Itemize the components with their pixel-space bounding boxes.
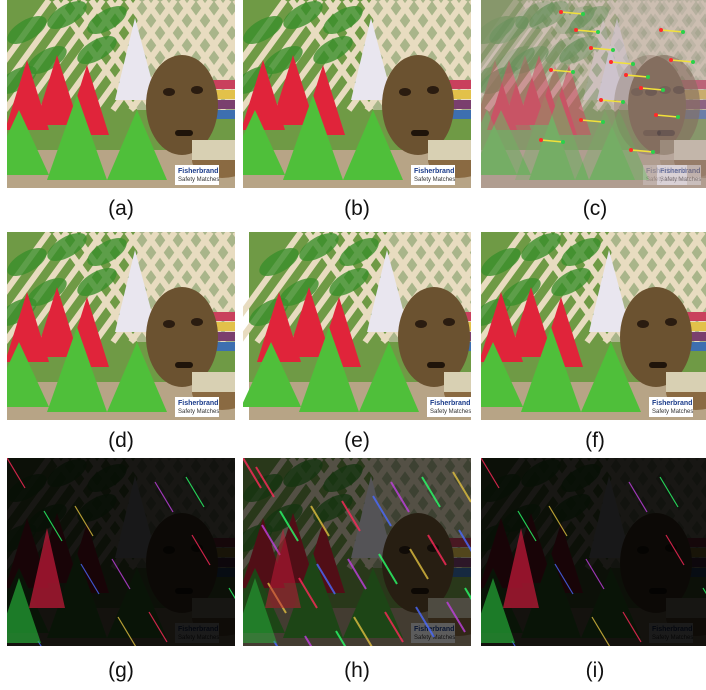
svg-text:Safety Matches: Safety Matches <box>646 177 687 183</box>
panel-d-image: Fisherbrand Safety Matches <box>7 232 235 420</box>
svg-text:Fisherbrand: Fisherbrand <box>178 400 218 407</box>
panel-h-image: Fisherbrand Safety Matches <box>243 458 471 646</box>
svg-text:Fisherbrand: Fisherbrand <box>414 168 454 175</box>
panel-b-label: (b) <box>344 197 370 220</box>
svg-text:Fisherbrand: Fisherbrand <box>660 168 700 175</box>
panel-f-label: (f) <box>585 429 605 452</box>
panel-e-label: (e) <box>344 429 370 452</box>
panel-i-label: (i) <box>585 659 605 682</box>
panel-g-label: (g) <box>108 659 134 682</box>
svg-text:Safety Matches: Safety Matches <box>414 635 455 641</box>
panel-b-image: Fisherbrand Safety Matches <box>243 0 471 188</box>
panel-e-image: Fisherbrand Safety Matches <box>243 232 471 420</box>
panel-a-label: (a) <box>108 197 134 220</box>
svg-text:Fisherbrand: Fisherbrand <box>646 168 686 175</box>
svg-text:Fisherbrand: Fisherbrand <box>652 400 692 407</box>
svg-text:Safety Matches: Safety Matches <box>430 409 471 415</box>
svg-text:Fisherbrand: Fisherbrand <box>178 168 218 175</box>
panel-h-label: (h) <box>344 659 370 682</box>
panel-c-image: Fisherbrand Safety Matches Fisherbrand Safe… <box>481 0 706 188</box>
panel-d-label: (d) <box>108 429 134 452</box>
panel-a-image: Fisherbrand Safety Matches <box>7 0 235 188</box>
svg-text:Safety Matches: Safety Matches <box>178 177 219 183</box>
svg-text:Safety Matches: Safety Matches <box>178 409 219 415</box>
panel-c-label: (c) <box>582 197 608 220</box>
svg-text:Safety Matches: Safety Matches <box>652 409 693 415</box>
svg-text:Fisherbrand: Fisherbrand <box>430 400 470 407</box>
svg-text:Safety Matches: Safety Matches <box>660 177 701 183</box>
panel-f-image: Fisherbrand Safety Matches <box>481 232 706 420</box>
svg-text:Safety Matches: Safety Matches <box>414 177 455 183</box>
svg-text:Fisherbrand: Fisherbrand <box>414 626 454 633</box>
